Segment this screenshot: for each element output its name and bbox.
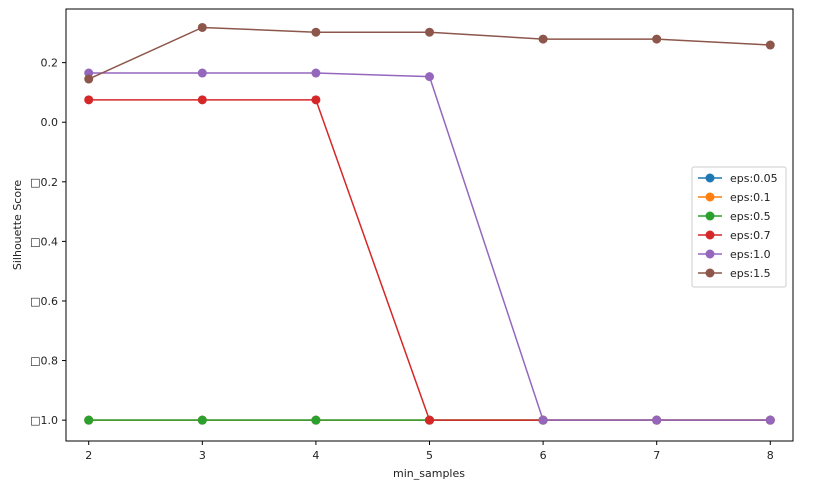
legend-label: eps:0.5 xyxy=(730,210,771,223)
legend-item: eps:0.7 xyxy=(698,229,771,242)
legend-label: eps:0.1 xyxy=(730,191,771,204)
x-tick-label: 8 xyxy=(767,449,774,462)
data-point xyxy=(538,34,548,44)
legend-marker xyxy=(705,230,715,240)
y-tick-label: □0.6 xyxy=(30,295,58,308)
y-tick-label: 0.2 xyxy=(41,57,59,70)
data-point xyxy=(311,95,321,105)
data-point xyxy=(311,68,321,78)
legend-marker xyxy=(705,211,715,221)
legend-label: eps:1.5 xyxy=(730,267,771,280)
legend-item: eps:1.5 xyxy=(698,267,771,280)
legend-marker xyxy=(705,173,715,183)
legend: eps:0.05 eps:0.1 eps:0.5 eps:0.7 eps:1.0 eps:… xyxy=(691,166,787,288)
x-axis-ticks: 2 3 4 5 6 7 8 xyxy=(85,441,774,462)
legend-marker xyxy=(705,268,715,278)
data-point xyxy=(425,72,434,82)
x-tick-label: 5 xyxy=(426,449,433,462)
y-axis-ticks: 0.2 0.0 □0.2 □0.4 □0.6 □0.8 □1.0 xyxy=(30,57,66,427)
series-eps-1-5 xyxy=(84,22,775,84)
legend-item: eps:1.0 xyxy=(698,248,771,261)
data-point xyxy=(197,68,207,78)
legend-label: eps:1.0 xyxy=(730,248,771,261)
legend-marker xyxy=(705,249,715,259)
data-point xyxy=(425,27,434,37)
y-tick-label: □0.2 xyxy=(30,176,58,189)
data-point xyxy=(425,415,434,425)
data-point xyxy=(84,415,94,425)
y-tick-label: □1.0 xyxy=(30,414,58,427)
y-tick-label: □0.8 xyxy=(30,355,58,368)
data-point xyxy=(538,415,548,425)
data-point xyxy=(652,34,662,44)
y-axis-label: Silhouette Score xyxy=(11,180,24,270)
data-point xyxy=(84,95,94,105)
y-tick-label: □0.4 xyxy=(30,235,58,248)
y-tick-label: 0.0 xyxy=(41,116,59,129)
x-tick-label: 7 xyxy=(653,449,660,462)
data-point xyxy=(197,95,207,105)
legend-label: eps:0.05 xyxy=(730,172,778,185)
data-point xyxy=(84,74,94,84)
series-eps-1-0 xyxy=(84,68,775,425)
legend-marker xyxy=(705,192,715,202)
x-tick-label: 2 xyxy=(85,449,92,462)
data-point xyxy=(652,415,662,425)
x-tick-label: 3 xyxy=(199,449,206,462)
data-point xyxy=(311,415,321,425)
data-point xyxy=(197,415,207,425)
legend-item: eps:0.05 xyxy=(698,172,778,185)
series-line xyxy=(88,99,771,421)
data-point xyxy=(765,40,775,50)
legend-item: eps:0.5 xyxy=(698,210,771,223)
data-point xyxy=(765,415,775,425)
x-tick-label: 6 xyxy=(540,449,547,462)
series-eps-0-7 xyxy=(84,95,775,425)
x-tick-label: 4 xyxy=(312,449,319,462)
series-line xyxy=(88,72,771,421)
legend-item: eps:0.1 xyxy=(698,191,771,204)
series-layer xyxy=(84,22,775,425)
data-point xyxy=(311,27,321,37)
x-axis-label: min_samples xyxy=(393,467,465,480)
data-point xyxy=(197,22,207,32)
legend-label: eps:0.7 xyxy=(730,229,771,242)
